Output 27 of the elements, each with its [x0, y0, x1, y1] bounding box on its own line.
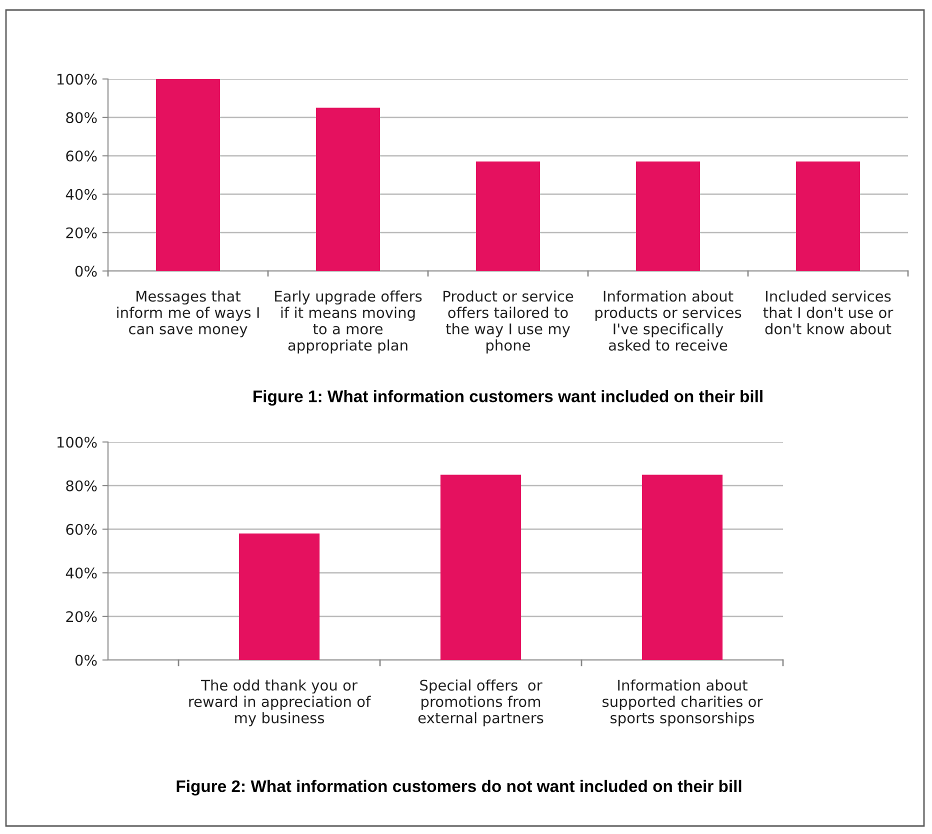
text: Figure 2: What information customers do not want included on their bill: [176, 780, 742, 796]
y-tick-label: 20%: [66, 611, 97, 622]
bar: [636, 162, 700, 271]
x-tick-label: Information about supported charities or sports sponsorships: [602, 679, 763, 726]
y-tick-label: 100%: [57, 436, 97, 448]
y-tick-label: 40%: [66, 568, 97, 579]
y-tick-label: 0%: [75, 654, 97, 666]
bar: [796, 162, 860, 271]
x-tick-label: The odd thank you or reward in appreciation of my business: [189, 679, 371, 726]
x-tick-label: Messages that inform me of ways I can save money: [117, 290, 259, 338]
bar: [316, 108, 380, 271]
bar: [476, 162, 540, 271]
x-tick-label: Information about products or services I've specifically asked to receive: [595, 290, 742, 351]
y-tick-label: 60%: [66, 524, 97, 535]
x-tick-label: Product or service offers tailored to the way I use my phone: [444, 290, 574, 354]
text: Figure 1: What information customers want included on their bill: [254, 390, 762, 406]
x-tick-label: Early upgrade offers if it means moving to a more appropriate plan: [275, 290, 422, 354]
y-tick-label: 80%: [66, 480, 97, 492]
y-tick-label: 0%: [75, 266, 97, 277]
y-tick-label: 80%: [66, 112, 97, 124]
x-tick-label: Included services that I don't use or don't know about: [763, 290, 894, 334]
x-tick-label: Special offers or promotions from external partners: [418, 679, 544, 726]
y-tick-label: 100%: [57, 74, 97, 85]
y-tick-label: 40%: [66, 188, 97, 200]
bar: [156, 79, 220, 271]
y-tick-label: 20%: [66, 227, 97, 238]
y-tick-label: 60%: [66, 150, 97, 162]
